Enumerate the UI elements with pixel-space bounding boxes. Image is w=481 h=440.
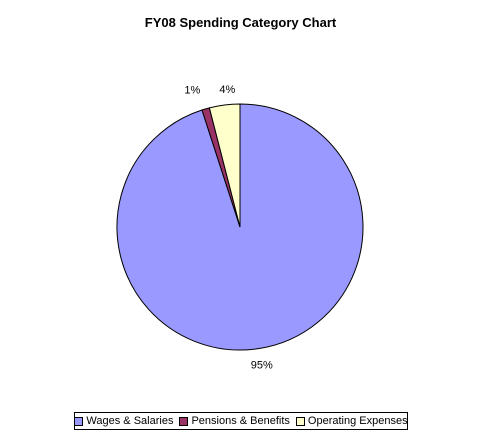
legend-swatch-wages-and-salaries <box>74 416 84 426</box>
pie-slice-operating-expenses <box>208 103 241 228</box>
legend-item-wages-and-salaries: Wages & Salaries <box>74 415 173 427</box>
legend-swatch-pensions-and-benefits <box>179 416 189 426</box>
chart-title: FY08 Spending Category Chart <box>144 15 337 30</box>
pie-label-pensions-and-benefits: 1% <box>184 84 200 96</box>
legend-label-operating-expenses: Operating Expenses <box>307 415 408 427</box>
pie-label-operating-expenses: 4% <box>219 84 235 96</box>
chart-legend: Wages & Salaries Pensions & Benefits Opera… <box>74 412 408 430</box>
legend-item-operating-expenses: Operating Expenses <box>295 415 408 427</box>
pie-label-wages-and-salaries: 95% <box>251 359 273 371</box>
legend-label-pensions-and-benefits: Pensions & Benefits <box>191 415 290 427</box>
legend-label-wages-and-salaries: Wages & Salaries <box>86 415 174 427</box>
legend-item-pensions-and-benefits: Pensions & Benefits <box>179 415 290 427</box>
legend-swatch-operating-expenses <box>295 416 305 426</box>
